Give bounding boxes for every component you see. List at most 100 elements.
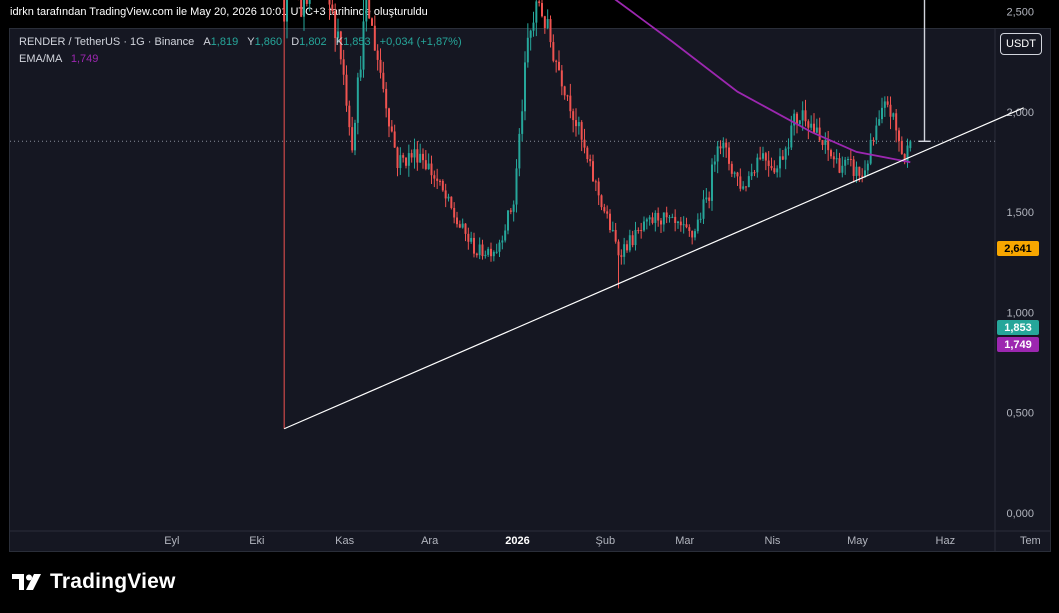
close-value: 1,853 — [343, 36, 371, 48]
symbol-header: RENDER / TetherUS · 1G · Binance A1,819 … — [19, 36, 462, 48]
candle-body — [379, 59, 382, 73]
candle-body — [552, 42, 555, 61]
candle — [331, 0, 334, 15]
candle — [804, 99, 807, 127]
candle-body — [626, 244, 628, 251]
candle-body — [577, 122, 580, 127]
candle-body — [368, 0, 371, 19]
candle-body — [376, 50, 379, 60]
candle-body — [810, 123, 813, 128]
candle — [475, 252, 478, 258]
candle — [509, 208, 512, 215]
candle-body — [388, 108, 390, 127]
candle — [796, 111, 798, 134]
candle-body — [784, 148, 787, 160]
candle-body — [787, 147, 790, 149]
candle — [603, 203, 606, 214]
candle-body — [385, 88, 388, 109]
candle-body — [640, 230, 643, 232]
low-label: D — [291, 36, 300, 48]
candle-body — [815, 127, 818, 133]
candle-body — [345, 74, 348, 106]
candle — [498, 239, 501, 257]
candle — [886, 96, 889, 108]
chart-panel[interactable] — [9, 28, 1051, 552]
candle — [305, 0, 308, 7]
candle — [376, 44, 379, 71]
candles — [283, 0, 912, 429]
candle-body — [677, 221, 679, 224]
candle — [713, 154, 716, 172]
candle — [847, 156, 849, 165]
y-tick-label: 2,000 — [1006, 107, 1034, 119]
candle-body — [685, 224, 688, 228]
candle — [427, 153, 430, 170]
candle — [651, 212, 654, 225]
candle — [818, 117, 821, 143]
candle — [745, 186, 747, 192]
candle-body — [648, 217, 651, 220]
candle — [767, 151, 770, 177]
candle-body — [614, 229, 617, 242]
tradingview-logo-icon — [12, 574, 41, 590]
candle — [444, 183, 447, 208]
x-tick-label: Ara — [421, 535, 439, 547]
candle — [900, 136, 903, 155]
candle — [371, 17, 373, 26]
candle — [552, 34, 555, 63]
candle — [677, 220, 679, 229]
candle-body — [773, 168, 776, 173]
indicator-header[interactable]: EMA/MA 1,749 — [19, 53, 98, 65]
candle — [660, 218, 662, 234]
candle — [436, 168, 439, 189]
candle — [643, 216, 645, 232]
candle — [747, 171, 750, 188]
candle — [781, 149, 784, 161]
candle-body — [305, 0, 308, 4]
candle — [903, 153, 906, 165]
candle — [419, 143, 422, 163]
candle-body — [490, 248, 492, 257]
candle — [821, 140, 824, 150]
candle-body — [674, 216, 677, 224]
candle-body — [592, 161, 594, 182]
candle-body — [705, 197, 708, 200]
candle — [699, 212, 702, 223]
candle — [532, 11, 535, 37]
candle — [852, 155, 855, 183]
candle — [716, 141, 719, 174]
candle — [549, 15, 552, 48]
candle-body — [495, 251, 498, 253]
candle — [464, 223, 467, 242]
tradingview-logo[interactable]: TradingView — [12, 570, 176, 594]
candle — [362, 0, 365, 78]
candle — [424, 150, 427, 171]
candle — [385, 82, 388, 118]
candle-body — [328, 0, 331, 5]
candle — [849, 149, 852, 167]
candle-body — [560, 70, 563, 87]
candle-body — [813, 123, 815, 133]
ema-value: 1,749 — [70, 53, 99, 65]
currency-button[interactable]: USDT — [1000, 33, 1042, 55]
candle-body — [473, 237, 475, 254]
candle — [518, 128, 521, 177]
candle — [348, 100, 351, 136]
candle-body — [793, 113, 796, 126]
candle-body — [575, 120, 577, 127]
candle — [546, 9, 549, 30]
candle-body — [450, 196, 453, 208]
candle — [555, 59, 558, 73]
candle-body — [546, 19, 549, 29]
candle-body — [711, 164, 713, 201]
candle — [810, 115, 813, 131]
candle-body — [679, 221, 682, 226]
candle — [855, 161, 858, 183]
candle — [484, 250, 487, 259]
candle-body — [424, 160, 427, 170]
candle-body — [886, 101, 889, 105]
candle-body — [861, 175, 864, 177]
candle-body — [580, 122, 583, 140]
candle-body — [597, 181, 600, 196]
